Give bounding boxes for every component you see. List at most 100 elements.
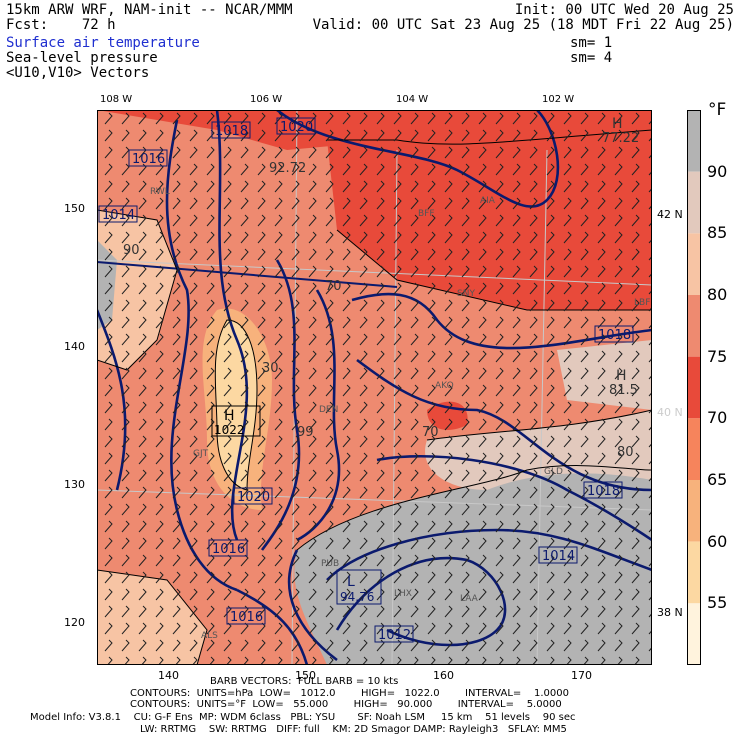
wind-barb — [240, 435, 249, 448]
wind-barb — [410, 129, 419, 142]
wind-barb — [138, 486, 147, 499]
wind-barb — [597, 401, 606, 414]
wind-barb — [206, 163, 215, 176]
wind-barb — [495, 384, 504, 397]
wind-barb — [189, 231, 198, 244]
wind-barb — [172, 367, 181, 380]
wind-barb — [308, 469, 317, 482]
station-id: DEN — [319, 405, 338, 415]
wind-barb — [631, 214, 640, 227]
wind-barb — [291, 299, 300, 312]
wind-barb — [614, 248, 623, 261]
wind-barb — [376, 537, 385, 550]
wind-barb — [410, 333, 419, 346]
wind-barb — [325, 146, 334, 159]
wind-barb — [529, 299, 538, 312]
wind-barb — [614, 401, 623, 414]
wind-barb — [172, 503, 181, 516]
colorbar-unit: °F — [708, 100, 727, 120]
wind-barb — [325, 401, 334, 414]
wind-barb — [580, 537, 589, 550]
wind-barb — [580, 520, 589, 533]
wind-barb — [563, 401, 572, 414]
wind-barb — [410, 503, 419, 516]
high-marker-ne: H — [612, 116, 623, 132]
wind-barb — [342, 231, 351, 244]
wind-barb — [597, 214, 606, 227]
wind-barb — [529, 248, 538, 261]
lat-label-38n: 38 N — [657, 606, 683, 619]
wind-barb — [427, 112, 436, 125]
wind-barb — [223, 112, 232, 125]
wind-barb — [563, 418, 572, 431]
wind-barb — [189, 605, 198, 618]
wind-barb — [616, 656, 623, 665]
temp-fill-sw — [97, 570, 207, 665]
wind-barb — [478, 282, 487, 295]
wind-barb — [310, 656, 317, 665]
wind-barb — [104, 350, 113, 363]
wind-barb — [580, 554, 589, 567]
wind-barb — [157, 656, 164, 665]
wind-barb — [580, 163, 589, 176]
wind-barb — [580, 639, 589, 652]
wind-barb — [546, 486, 555, 499]
wind-barb — [376, 401, 385, 414]
wind-barb — [376, 554, 385, 567]
wind-barb — [240, 180, 249, 193]
wind-barb — [444, 146, 453, 159]
wind-barb — [614, 622, 623, 635]
wind-barb — [223, 350, 232, 363]
wind-barb — [597, 537, 606, 550]
wind-barb — [291, 401, 300, 414]
wind-barb — [274, 214, 283, 227]
wind-barb — [597, 622, 606, 635]
wind-barb — [514, 656, 521, 665]
wind-barb — [223, 605, 232, 618]
wind-barb — [325, 350, 334, 363]
wind-barb — [138, 265, 147, 278]
colorbar-tick-label: 65 — [707, 470, 728, 489]
wind-barb — [189, 418, 198, 431]
wind-barb — [206, 214, 215, 227]
wind-barb — [242, 656, 249, 665]
wind-barb — [104, 435, 113, 448]
wind-barb — [257, 537, 266, 550]
wind-barb — [512, 231, 521, 244]
wind-barb — [121, 418, 130, 431]
wind-barb — [240, 503, 249, 516]
wind-barb — [597, 180, 606, 193]
wind-barb — [308, 622, 317, 635]
wind-barb — [461, 639, 470, 652]
wind-barb — [393, 537, 402, 550]
temp-fill-plains-warm — [425, 410, 652, 490]
wind-barb — [410, 265, 419, 278]
wind-barb — [293, 656, 300, 665]
wind-barb — [291, 146, 300, 159]
wind-barb — [427, 282, 436, 295]
wind-barb — [123, 656, 130, 665]
wind-barb — [240, 163, 249, 176]
temp-fill-ne-warm — [557, 340, 652, 410]
wind-barb — [478, 129, 487, 142]
wind-barb — [461, 299, 470, 312]
wind-barb — [376, 333, 385, 346]
wind-barb — [614, 231, 623, 244]
wind-barb — [291, 265, 300, 278]
wind-barb — [223, 163, 232, 176]
wind-barb — [240, 265, 249, 278]
wind-barb — [495, 197, 504, 210]
wind-barb — [410, 452, 419, 465]
wind-barb — [206, 622, 215, 635]
wind-barb — [376, 129, 385, 142]
wind-barb — [172, 469, 181, 482]
wind-barb — [597, 571, 606, 584]
wind-barb — [478, 503, 487, 516]
pressure-label: 1014 — [538, 546, 578, 564]
wind-barb — [461, 350, 470, 363]
wind-barb — [529, 435, 538, 448]
wind-barb — [444, 299, 453, 312]
wind-barb — [512, 469, 521, 482]
wind-barb — [121, 384, 130, 397]
wind-barb — [308, 265, 317, 278]
